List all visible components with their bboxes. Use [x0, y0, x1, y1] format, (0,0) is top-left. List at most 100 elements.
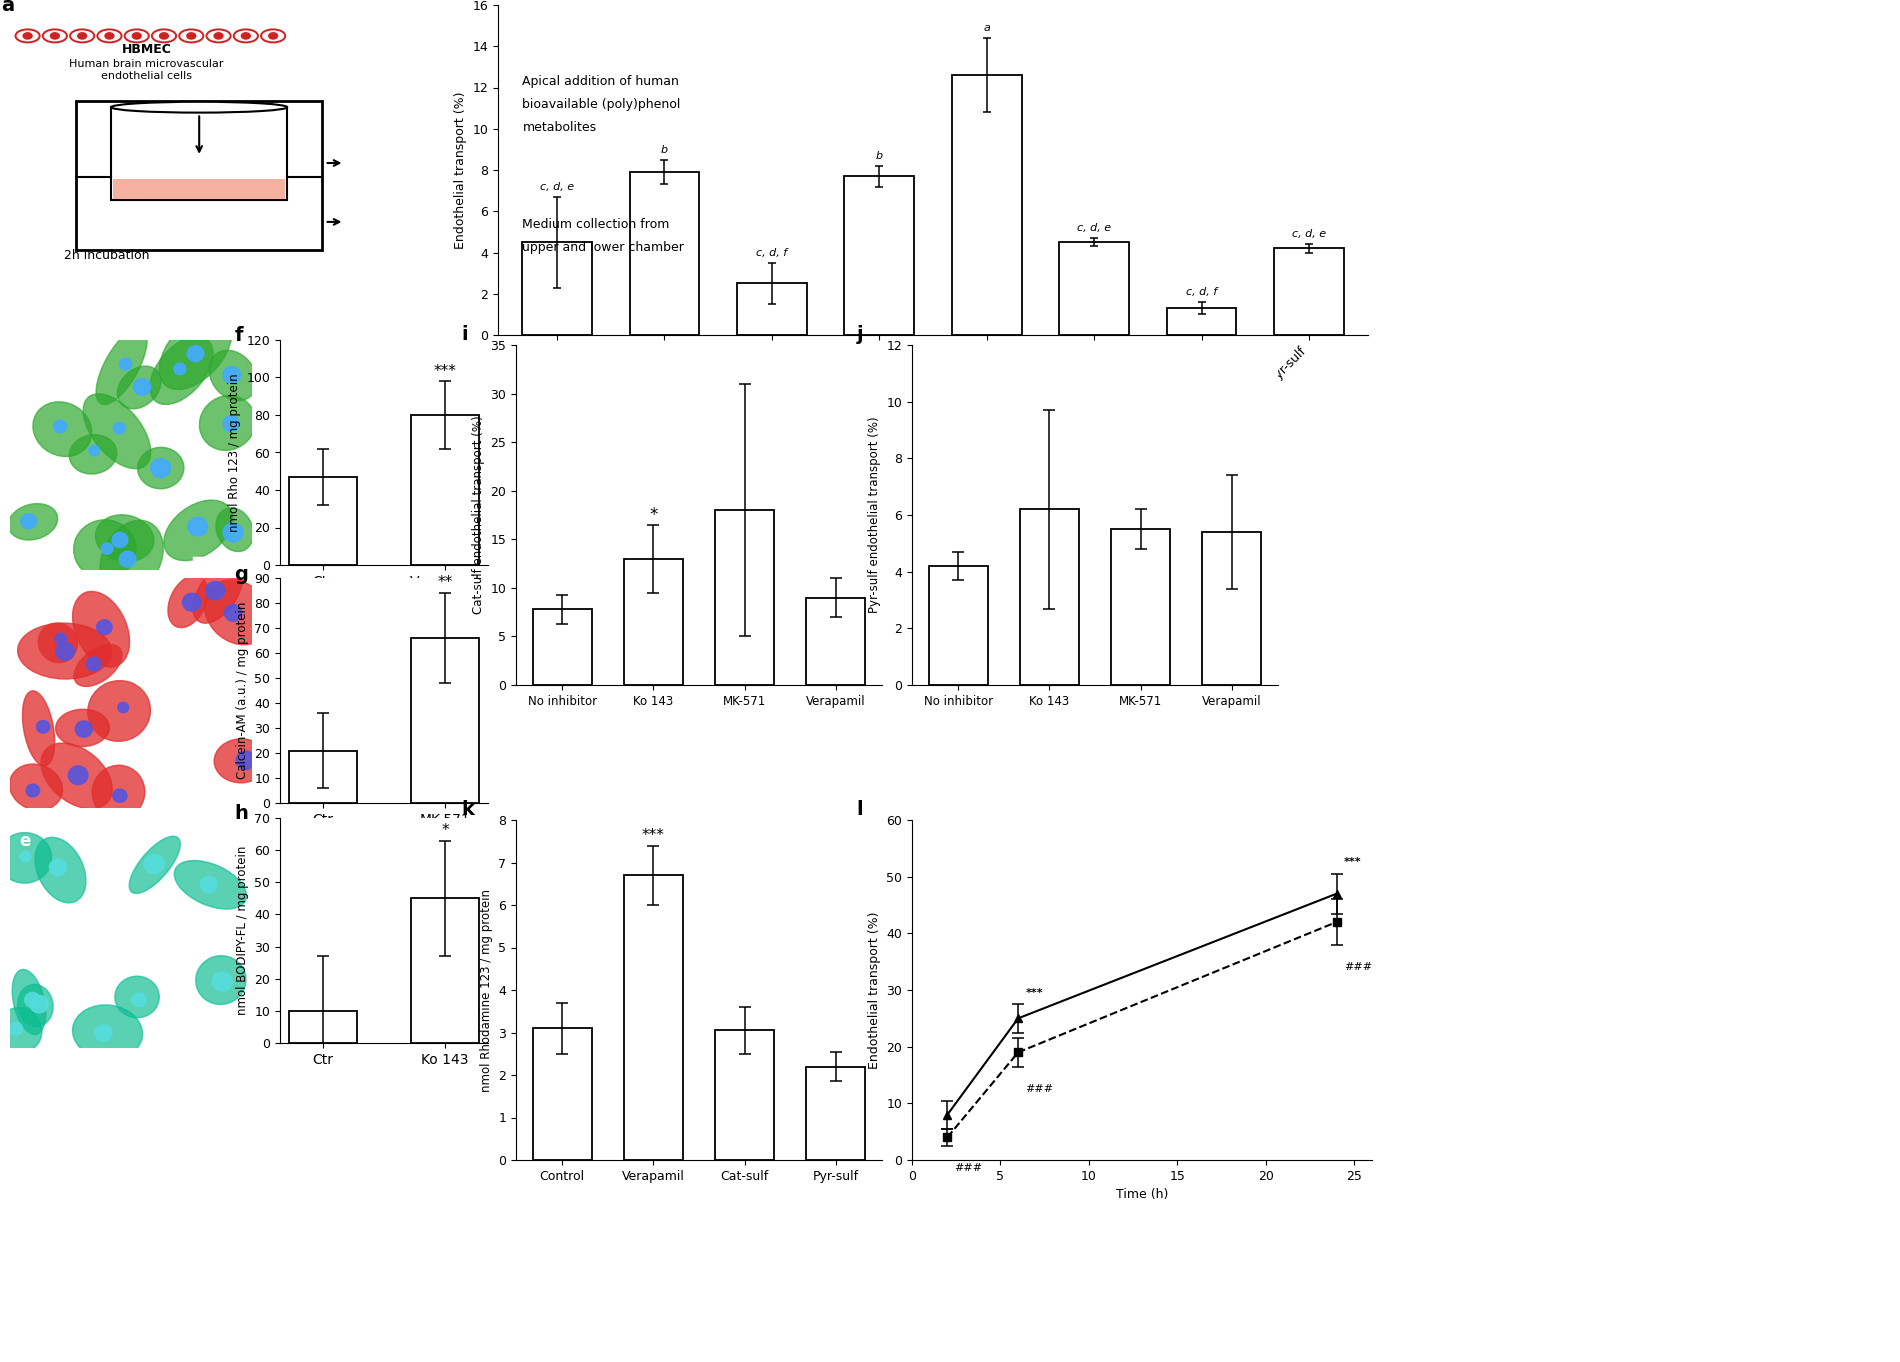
Text: metabolites: metabolites: [522, 121, 597, 135]
Circle shape: [36, 720, 49, 733]
Ellipse shape: [93, 765, 144, 819]
Ellipse shape: [74, 644, 122, 686]
Ellipse shape: [84, 394, 150, 469]
Bar: [806, 598, 865, 685]
Circle shape: [241, 33, 251, 39]
Circle shape: [10, 1023, 23, 1035]
Ellipse shape: [8, 504, 57, 539]
Bar: [522, 242, 593, 335]
Text: ***: ***: [433, 364, 456, 379]
Ellipse shape: [194, 563, 243, 624]
Y-axis label: nmol Rhodamine 123 / mg protein: nmol Rhodamine 123 / mg protein: [479, 888, 492, 1091]
Circle shape: [120, 552, 137, 567]
Ellipse shape: [194, 563, 243, 624]
Bar: [623, 876, 682, 1160]
Ellipse shape: [42, 744, 112, 809]
Y-axis label: Endothelial transport (%): Endothelial transport (%): [868, 911, 882, 1069]
Text: c, d, f: c, d, f: [1186, 287, 1218, 297]
Text: *: *: [650, 505, 657, 524]
Circle shape: [236, 750, 255, 770]
Circle shape: [87, 656, 101, 671]
Ellipse shape: [196, 956, 245, 1004]
Bar: [737, 283, 808, 335]
Circle shape: [112, 789, 127, 802]
Ellipse shape: [101, 520, 163, 595]
Ellipse shape: [129, 836, 180, 893]
Ellipse shape: [55, 710, 110, 746]
Ellipse shape: [74, 520, 137, 579]
Text: e: e: [19, 832, 30, 850]
Bar: [623, 558, 682, 685]
Ellipse shape: [114, 977, 160, 1017]
Circle shape: [215, 33, 222, 39]
Text: b: b: [437, 0, 450, 4]
Text: l: l: [857, 799, 863, 819]
Ellipse shape: [23, 691, 55, 765]
Circle shape: [213, 972, 232, 992]
Circle shape: [186, 33, 196, 39]
Text: bioavailable (poly)phenol: bioavailable (poly)phenol: [522, 98, 680, 112]
Bar: [806, 1066, 865, 1160]
Ellipse shape: [0, 1008, 42, 1053]
X-axis label: Time (h): Time (h): [1115, 1188, 1168, 1201]
Bar: [289, 750, 357, 804]
Ellipse shape: [163, 500, 232, 561]
Text: c, d, e: c, d, e: [540, 181, 574, 192]
Ellipse shape: [38, 622, 78, 662]
Text: ###: ###: [954, 1163, 982, 1173]
Ellipse shape: [0, 832, 51, 883]
Ellipse shape: [15, 30, 40, 42]
Ellipse shape: [215, 738, 268, 783]
Y-axis label: Cat-sulf endothelial transport (%): Cat-sulf endothelial transport (%): [471, 415, 484, 614]
Circle shape: [55, 643, 74, 661]
Circle shape: [118, 703, 129, 712]
Ellipse shape: [207, 30, 230, 42]
Circle shape: [144, 854, 163, 874]
Ellipse shape: [72, 591, 129, 667]
Ellipse shape: [150, 336, 213, 405]
Ellipse shape: [179, 30, 203, 42]
Circle shape: [23, 33, 32, 39]
Text: Apical addition of human: Apical addition of human: [522, 75, 680, 89]
Ellipse shape: [72, 591, 129, 667]
Ellipse shape: [167, 576, 207, 628]
Ellipse shape: [150, 336, 213, 405]
Text: i: i: [462, 324, 467, 343]
Circle shape: [55, 633, 66, 644]
Circle shape: [205, 582, 224, 599]
Ellipse shape: [72, 1005, 142, 1060]
Ellipse shape: [11, 970, 46, 1034]
Text: ***: ***: [1343, 857, 1360, 868]
Ellipse shape: [70, 434, 116, 474]
Circle shape: [101, 543, 112, 554]
Circle shape: [53, 419, 67, 433]
Ellipse shape: [70, 434, 116, 474]
Ellipse shape: [72, 1005, 142, 1060]
Ellipse shape: [209, 350, 256, 400]
Text: g: g: [234, 564, 249, 583]
Text: ###: ###: [1343, 962, 1372, 972]
Ellipse shape: [175, 861, 247, 908]
Text: j: j: [857, 324, 864, 343]
Circle shape: [224, 605, 241, 621]
Circle shape: [27, 785, 40, 797]
Circle shape: [30, 996, 48, 1013]
Ellipse shape: [200, 395, 255, 451]
Text: ***: ***: [1026, 987, 1043, 998]
Ellipse shape: [93, 765, 144, 819]
Ellipse shape: [234, 30, 258, 42]
Circle shape: [222, 366, 241, 383]
Bar: [112, 108, 287, 200]
Circle shape: [19, 851, 30, 862]
Text: upper and lower chamber: upper and lower chamber: [522, 241, 684, 255]
Ellipse shape: [87, 681, 150, 741]
Circle shape: [150, 459, 171, 478]
Ellipse shape: [97, 328, 146, 405]
Circle shape: [133, 33, 141, 39]
Ellipse shape: [10, 764, 63, 810]
Ellipse shape: [32, 402, 91, 456]
Text: c, d, e: c, d, e: [1292, 229, 1326, 240]
Circle shape: [222, 415, 239, 432]
Circle shape: [49, 859, 66, 876]
Bar: [714, 511, 773, 685]
